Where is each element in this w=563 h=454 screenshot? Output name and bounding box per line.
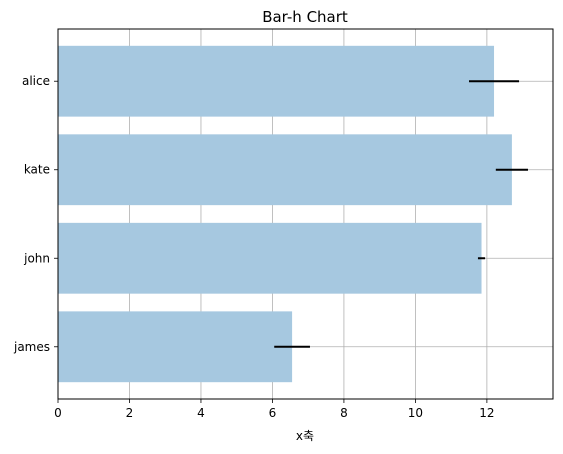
bar-kate [58, 134, 512, 206]
x-tick-label: 8 [340, 406, 348, 420]
y-gridlines [58, 80, 553, 348]
x-tick-label: 2 [126, 406, 134, 420]
plot-frame [57, 28, 554, 400]
bar-john [58, 222, 482, 294]
x-axis-ticks: 0 2 4 6 8 10 12 [54, 399, 495, 420]
x-tick-label: 4 [197, 406, 205, 420]
x-tick-label: 12 [479, 406, 494, 420]
y-tick-label: kate [24, 163, 50, 177]
x-tick-label: 0 [54, 406, 62, 420]
error-bars [274, 80, 528, 348]
x-axis-label: x축 [296, 429, 314, 443]
bar-james [58, 311, 293, 383]
y-tick-label: james [13, 340, 50, 354]
y-tick-label: alice [22, 74, 50, 88]
chart-title: Bar-h Chart [262, 8, 348, 26]
bars [58, 45, 512, 383]
x-tick-label: 6 [269, 406, 277, 420]
x-tick-label: 10 [408, 406, 423, 420]
y-axis-ticks: james john kate alice [13, 74, 58, 354]
y-tick-label: john [23, 251, 50, 265]
bar-alice [58, 45, 495, 117]
